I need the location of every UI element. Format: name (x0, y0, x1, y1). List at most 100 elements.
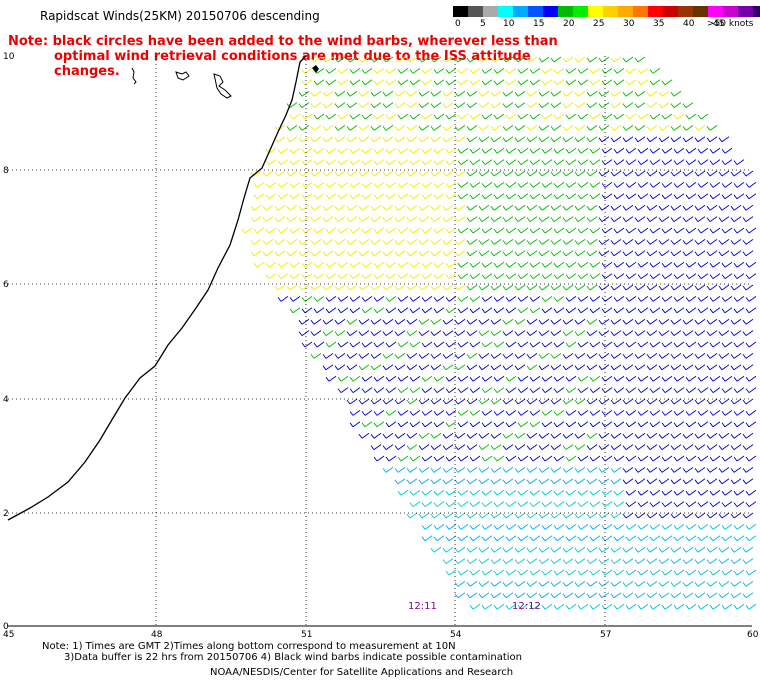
wind-barb (457, 147, 469, 154)
wind-barb (466, 478, 478, 485)
wind-barb (445, 147, 457, 154)
wind-barb (697, 273, 709, 279)
wind-barb (529, 227, 541, 234)
wind-barb (373, 410, 385, 416)
wind-barb (565, 410, 577, 416)
wind-barb (601, 68, 613, 74)
wind-barb (721, 501, 733, 507)
wind-barb (418, 102, 430, 108)
wind-barb (538, 284, 550, 291)
wind-barb (733, 307, 745, 314)
wind-barb (277, 296, 289, 302)
wind-barb (289, 227, 301, 234)
wind-barb (358, 364, 370, 371)
wind-barb (421, 193, 433, 200)
wind-barb (370, 90, 382, 97)
wind-barb (721, 273, 733, 279)
wind-barb (694, 239, 706, 245)
wind-barb (634, 216, 646, 222)
wind-barb (670, 398, 682, 405)
wind-barb (697, 159, 709, 165)
legend-swatch (633, 6, 648, 17)
wind-barb (346, 398, 358, 405)
wind-barb (529, 387, 541, 393)
wind-barb (562, 239, 574, 245)
wind-barb (361, 296, 373, 302)
wind-barb (670, 364, 682, 371)
wind-barb (721, 296, 733, 302)
wind-barb (406, 90, 418, 97)
wind-barb (454, 239, 466, 245)
wind-barb (694, 444, 706, 450)
wind-barb (538, 444, 550, 450)
wind-barb (334, 364, 346, 371)
wind-barb (265, 261, 277, 268)
wind-barb (418, 136, 430, 143)
wind-barb (730, 284, 742, 291)
wind-barb (265, 227, 277, 234)
wind-barb (382, 284, 394, 291)
wind-barb (490, 467, 502, 473)
wind-barb (394, 136, 406, 143)
wind-barb (526, 432, 538, 439)
wind-barb (730, 170, 742, 177)
wind-barb (418, 467, 430, 473)
wind-barb (550, 250, 562, 257)
wind-barb (397, 489, 409, 496)
wind-barb (493, 182, 505, 188)
wind-barb (565, 113, 577, 120)
wind-barb (613, 410, 625, 416)
wind-barb (673, 375, 685, 382)
wind-barb (622, 90, 634, 97)
wind-barb (310, 353, 322, 359)
wind-barb (298, 204, 310, 211)
wind-barb (709, 227, 721, 234)
wind-barb (514, 318, 526, 325)
wind-barb (409, 296, 421, 302)
wind-barb (661, 307, 673, 314)
wind-barb (469, 273, 481, 279)
wind-barb (565, 387, 577, 393)
wind-barb (481, 227, 493, 234)
wind-barb (325, 375, 337, 382)
wind-barb (682, 398, 694, 405)
wind-barb (745, 307, 757, 314)
wind-barb (733, 375, 745, 382)
wind-barb (697, 341, 709, 348)
wind-barb (589, 421, 601, 428)
wind-barb (589, 296, 601, 302)
wind-barb (493, 261, 505, 268)
wind-barb (466, 592, 478, 599)
wind-barb (490, 592, 502, 599)
wind-barb (490, 170, 502, 177)
wind-barb (490, 250, 502, 257)
wind-barb (325, 296, 337, 302)
wind-barb (697, 569, 709, 576)
wind-barb (529, 410, 541, 416)
wind-barb (469, 307, 481, 314)
wind-barb (442, 102, 454, 108)
wind-barb (577, 307, 589, 314)
wind-barb (409, 182, 421, 188)
wind-barb (526, 581, 538, 587)
wind-barb (565, 524, 577, 530)
wind-barb (649, 603, 661, 610)
wind-barb (622, 398, 634, 405)
legend-label-max: >50 knots (707, 19, 754, 29)
wind-barb (637, 455, 649, 462)
wind-barb (517, 489, 529, 496)
wind-barb (721, 182, 733, 188)
wind-barb (601, 182, 613, 188)
wind-barb (505, 524, 517, 530)
wind-barb (622, 592, 634, 599)
wind-barb (349, 421, 361, 428)
legend-labels: 0 5 10 15 20 25 30 35 40 45 >50 knots (453, 17, 760, 31)
wind-barb (430, 330, 442, 336)
wind-barb (538, 512, 550, 519)
wind-barb (589, 113, 601, 120)
wind-barb (529, 603, 541, 610)
wind-barb (514, 125, 526, 131)
wind-barb (574, 432, 586, 439)
wind-barb (517, 375, 529, 382)
wind-barb (550, 284, 562, 291)
